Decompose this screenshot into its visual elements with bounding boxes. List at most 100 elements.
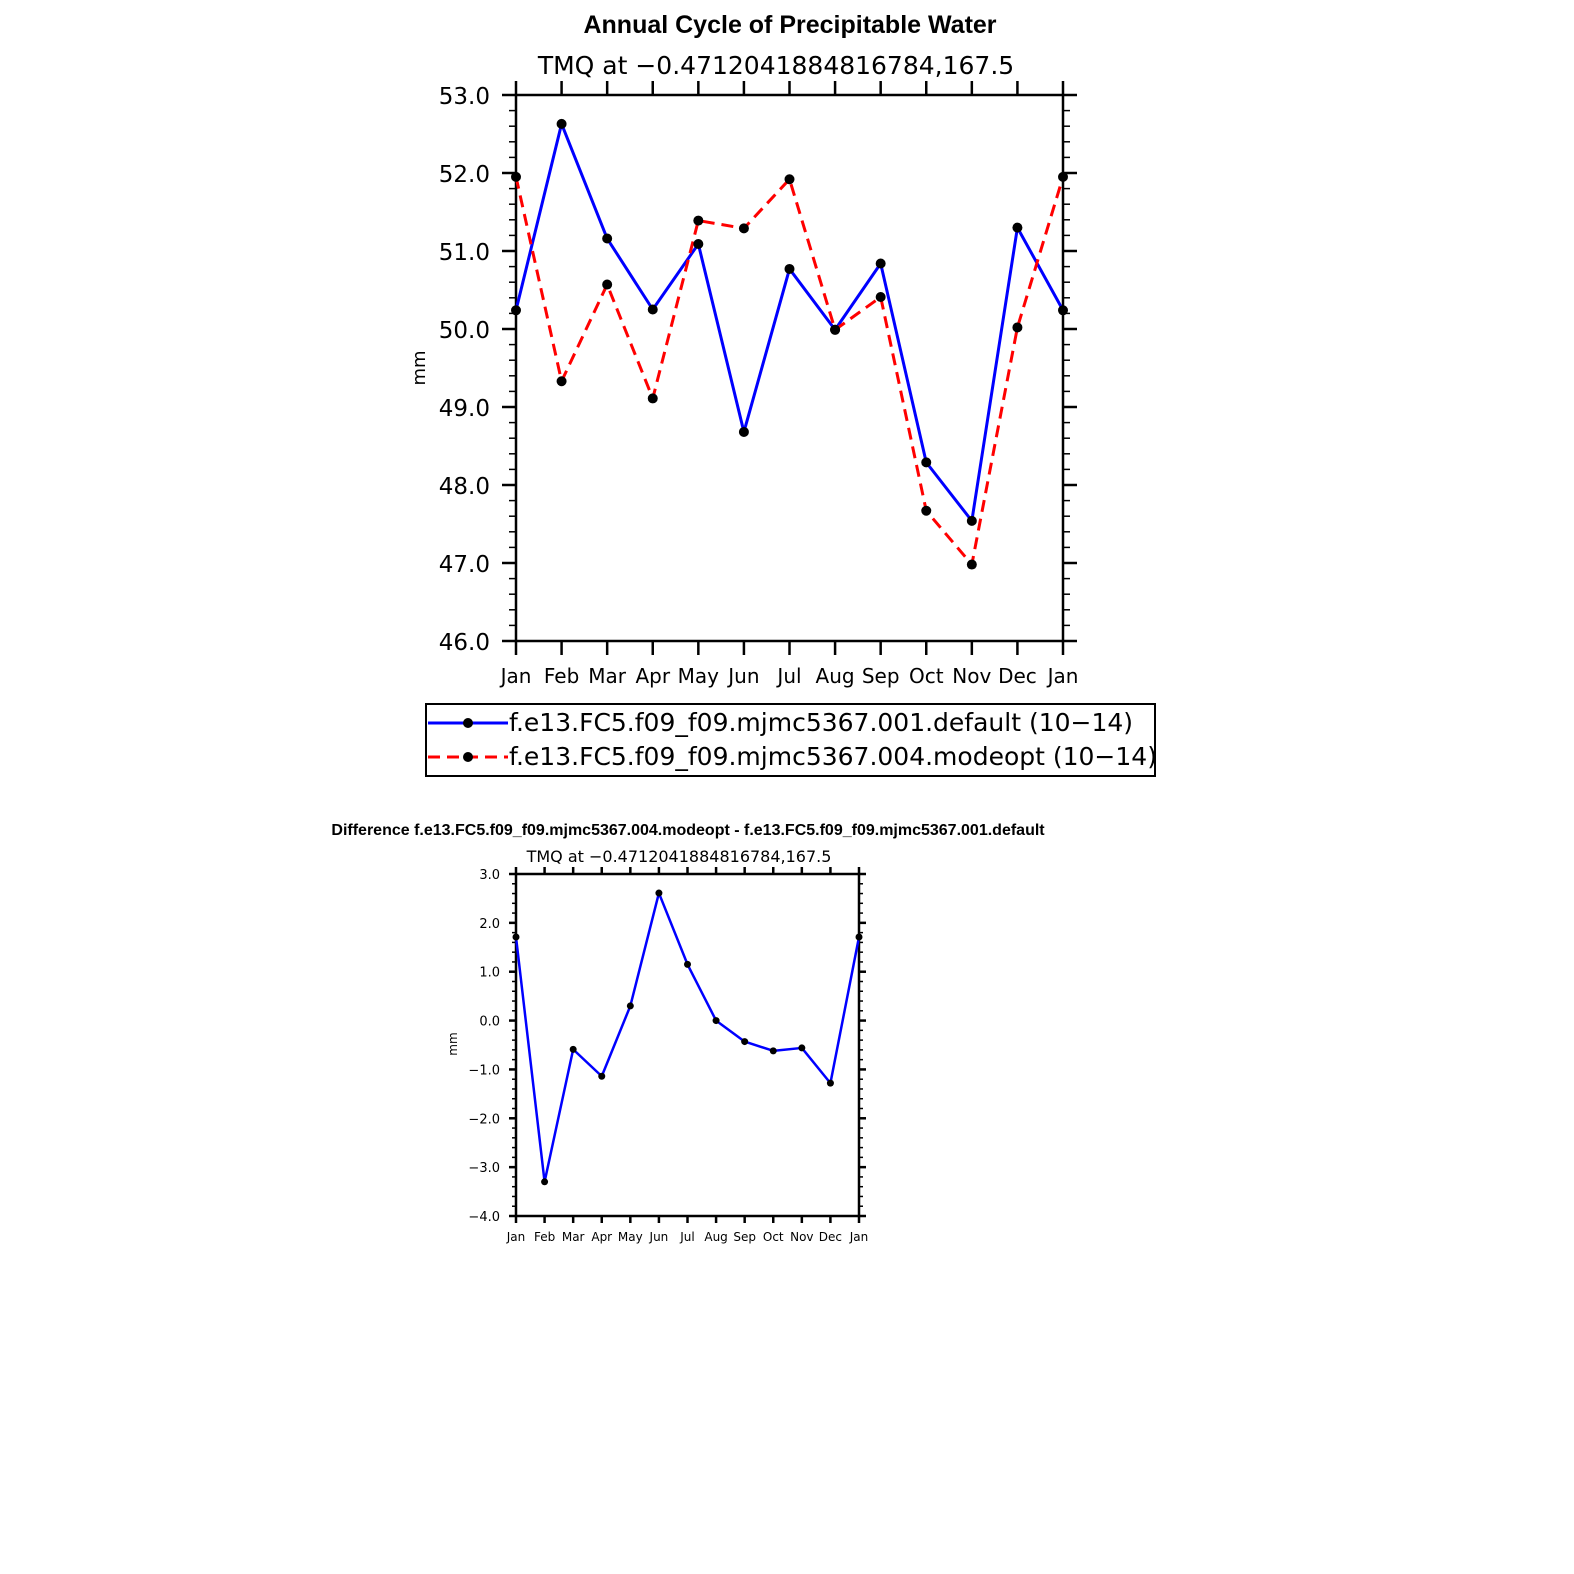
x-tick-label: Dec (819, 1230, 842, 1244)
x-tick-label: May (678, 664, 720, 688)
data-point-s0-9 (769, 1047, 777, 1055)
data-point-s0-2 (602, 233, 613, 244)
data-point-s0-4 (626, 1002, 634, 1010)
x-tick-label: Oct (909, 664, 944, 688)
x-tick-label: Aug (816, 664, 855, 688)
data-point-s0-3 (647, 304, 658, 315)
y-tick-label: 2.0 (479, 917, 500, 932)
legend-marker-modeopt (463, 752, 473, 762)
annual-cycle-chart: Annual Cycle of Precipitable Water TMQ a… (409, 11, 1157, 777)
data-point-s0-9 (921, 457, 932, 468)
x-tick-label: Jun (726, 664, 759, 688)
chart-title: Annual Cycle of Precipitable Water (583, 11, 996, 39)
x-tick-label: Dec (998, 664, 1037, 688)
data-point-s1-12 (1058, 171, 1068, 182)
x-tick-label: Aug (704, 1230, 727, 1244)
difference-chart: Difference f.e13.FC5.f09_f09.mjmc5367.00… (331, 822, 1045, 1244)
y-tick-label: −2.0 (468, 1112, 500, 1127)
data-point-s0-7 (712, 1017, 720, 1025)
x-tick-label: Jan (506, 1230, 526, 1244)
data-point-s1-5 (738, 223, 749, 234)
y-tick-label: 50.0 (439, 318, 490, 344)
y-tick-label: 52.0 (439, 162, 490, 188)
x-tick-label: Feb (544, 664, 579, 688)
data-point-s0-0 (511, 305, 521, 316)
legend-marker-default (463, 718, 473, 728)
data-point-s0-6 (684, 960, 691, 968)
x-tick-label: Mar (562, 1230, 585, 1244)
y-axis-label: mm (409, 350, 430, 385)
data-point-s1-0 (511, 171, 521, 182)
data-point-s1-8 (875, 292, 886, 303)
data-point-s0-5 (738, 426, 749, 437)
data-point-s1-6 (784, 174, 795, 185)
x-tick-label: Apr (591, 1230, 612, 1244)
annual-cycle-plot-area: 46.0 47.0 48.0 49.0 50.0 51.0 52.0 53.0 Jan Feb Ma… (439, 81, 1079, 688)
data-point-s1-7 (830, 324, 841, 335)
x-tick-label: Sep (733, 1230, 756, 1244)
y-tick-label: 3.0 (479, 868, 500, 883)
x-tick-label: Jul (775, 664, 801, 688)
x-tick-label: Jan (499, 664, 532, 688)
data-point-s0-3 (598, 1072, 606, 1080)
data-point-s0-8 (875, 258, 886, 269)
y-tick-label: −1.0 (468, 1063, 500, 1078)
data-point-s0-2 (569, 1045, 577, 1053)
x-tick-label: Jul (679, 1230, 694, 1244)
data-point-s0-11 (826, 1079, 834, 1087)
y-tick-label: 49.0 (439, 396, 490, 422)
data-point-s0-11 (1012, 222, 1023, 233)
y-tick-label: 1.0 (479, 966, 500, 981)
data-point-s0-10 (798, 1044, 806, 1052)
series-line-0 (514, 891, 861, 1184)
legend-box (425, 703, 1156, 777)
difference-title: Difference f.e13.FC5.f09_f09.mjmc5367.00… (331, 822, 1045, 839)
data-point-s0-12 (855, 933, 863, 941)
data-point-s1-4 (693, 215, 704, 226)
data-point-s0-6 (784, 263, 795, 274)
x-tick-label: Nov (790, 1230, 813, 1244)
y-tick-label: 0.0 (479, 1015, 500, 1030)
data-point-s1-2 (602, 279, 613, 290)
x-tick-label: Apr (635, 664, 670, 688)
data-point-s0-1 (556, 118, 567, 129)
plot-frame (514, 872, 861, 1218)
y-tick-label: 48.0 (439, 474, 490, 500)
x-tick-label: Nov (952, 664, 991, 688)
data-point-s0-1 (541, 1178, 549, 1186)
legend-label-default: f.e13.FC5.f09_f09.mjmc5367.001.default (… (509, 708, 1133, 737)
y-tick-label: 53.0 (439, 84, 490, 110)
data-point-s1-1 (556, 376, 567, 387)
x-tick-label: Jun (649, 1230, 669, 1244)
data-point-s0-4 (693, 238, 704, 249)
data-point-s0-8 (741, 1038, 749, 1046)
x-tick-label: Jan (1046, 664, 1079, 688)
series-line-1 (514, 176, 1065, 567)
legend-label-modeopt: f.e13.FC5.f09_f09.mjmc5367.004.modeopt (… (509, 742, 1157, 771)
difference-plot-area: −4.0 −3.0 −2.0 −1.0 0.0 1.0 2.0 3.0 Jan Feb Mar Apr… (468, 867, 868, 1244)
x-tick-label: Feb (534, 1230, 555, 1244)
x-tick-label: Oct (763, 1230, 784, 1244)
x-tick-label: May (618, 1230, 643, 1244)
data-point-s1-3 (647, 393, 658, 404)
difference-subtitle: TMQ at −0.4712041884816784,167.5 (526, 847, 832, 866)
x-tick-label: Mar (588, 664, 627, 688)
x-tick-label: Jan (849, 1230, 869, 1244)
y-tick-label: 51.0 (439, 240, 490, 266)
y-tick-label: −3.0 (468, 1161, 500, 1176)
difference-y-axis-label: mm (446, 1032, 460, 1055)
y-tick-label: 47.0 (439, 552, 490, 578)
data-point-s0-5 (655, 889, 663, 897)
chart-subtitle: TMQ at −0.4712041884816784,167.5 (537, 51, 1014, 80)
data-point-s0-0 (512, 933, 520, 941)
data-point-s0-12 (1058, 305, 1068, 316)
data-point-s1-11 (1012, 322, 1023, 333)
x-tick-label: Sep (862, 664, 900, 688)
data-point-s1-10 (966, 559, 977, 570)
y-tick-label: 46.0 (439, 630, 490, 656)
data-point-s0-10 (966, 515, 977, 526)
y-tick-label: −4.0 (468, 1210, 500, 1225)
legend: f.e13.FC5.f09_f09.mjmc5367.001.default (… (425, 703, 1157, 777)
data-point-s1-9 (921, 505, 932, 516)
